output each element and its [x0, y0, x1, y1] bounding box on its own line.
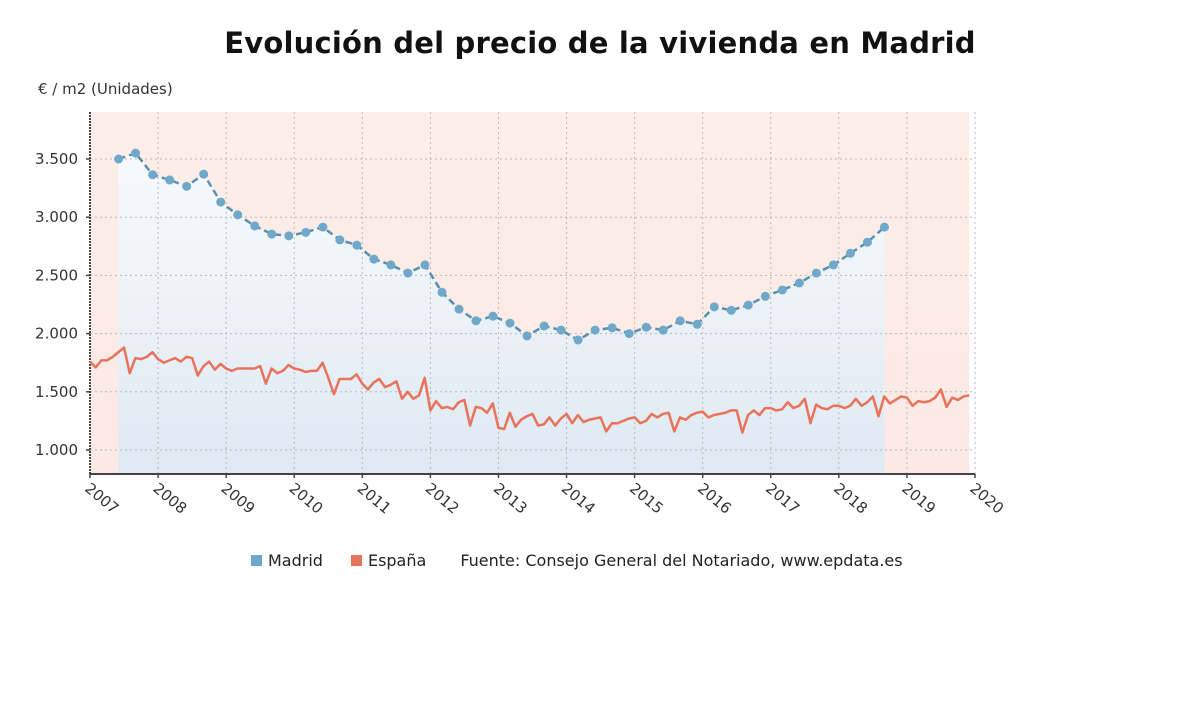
x-tick-label: 2012 [422, 479, 463, 517]
espana-line [89, 346, 970, 434]
x-tick-label: 2019 [898, 479, 939, 517]
madrid-point[interactable] [386, 260, 396, 270]
madrid-point[interactable] [165, 175, 175, 185]
madrid-point[interactable] [471, 316, 481, 326]
madrid-point[interactable] [505, 318, 515, 328]
x-tick-label: 2013 [490, 479, 531, 517]
legend-item-madrid[interactable]: Madrid [251, 551, 323, 570]
source-note: Fuente: Consejo General del Notariado, w… [460, 551, 903, 570]
madrid-point[interactable] [845, 248, 855, 258]
y-tick-label: 3.500 [35, 150, 78, 168]
madrid-point[interactable] [454, 304, 464, 314]
madrid-point[interactable] [709, 302, 719, 312]
madrid-point[interactable] [284, 231, 294, 241]
madrid-point[interactable] [675, 316, 685, 326]
madrid-point[interactable] [369, 254, 379, 264]
y-tick-label: 3.000 [35, 208, 78, 226]
madrid-point[interactable] [743, 300, 753, 310]
madrid-point[interactable] [131, 148, 141, 158]
legend-swatch-espana [350, 555, 362, 566]
madrid-point[interactable] [335, 235, 345, 245]
madrid-point[interactable] [250, 221, 260, 231]
madrid-point[interactable] [811, 268, 821, 278]
x-tick-label: 2020 [966, 479, 1007, 517]
x-tick-label: 2007 [81, 479, 122, 517]
y-tick-label: 1.500 [35, 383, 78, 401]
x-tick-label: 2014 [558, 479, 599, 517]
madrid-point[interactable] [692, 319, 702, 329]
madrid-point[interactable] [301, 227, 311, 237]
madrid-point[interactable] [216, 197, 226, 207]
legend-item-espana[interactable]: España [350, 551, 427, 570]
madrid-point[interactable] [760, 291, 770, 301]
y-tick-label: 2.000 [35, 325, 78, 343]
madrid-point[interactable] [267, 229, 277, 239]
madrid-point[interactable] [182, 181, 192, 191]
madrid-point[interactable] [556, 325, 566, 335]
legend-label-espana: España [367, 551, 427, 570]
madrid-point[interactable] [607, 323, 617, 333]
madrid-point[interactable] [879, 222, 889, 232]
madrid-point[interactable] [777, 285, 787, 295]
madrid-point[interactable] [352, 240, 362, 250]
y-tick-label: 2.500 [35, 266, 78, 284]
madrid-point[interactable] [794, 278, 804, 288]
madrid-point[interactable] [318, 222, 328, 232]
x-tick-label: 2018 [830, 479, 871, 517]
madrid-point[interactable] [403, 268, 413, 278]
x-tick-label: 2015 [626, 479, 667, 517]
madrid-point[interactable] [437, 287, 447, 297]
madrid-line [118, 151, 886, 342]
madrid-point[interactable] [522, 331, 532, 341]
madrid-point[interactable] [233, 210, 243, 220]
madrid-point[interactable] [199, 169, 209, 179]
chart-title: Evolución del precio de la vivienda en M… [224, 26, 976, 60]
madrid-point[interactable] [114, 154, 124, 164]
x-tick-label: 2010 [286, 479, 327, 517]
madrid-point[interactable] [726, 305, 736, 315]
madrid-point[interactable] [590, 325, 600, 335]
legend: Madrid España Fuente: Consejo General de… [251, 551, 903, 570]
madrid-point[interactable] [539, 321, 549, 331]
x-tick-label: 2009 [218, 479, 259, 517]
x-tick-label: 2011 [354, 479, 395, 517]
madrid-point[interactable] [624, 329, 634, 339]
legend-swatch-madrid [251, 555, 262, 566]
madrid-point[interactable] [573, 335, 583, 345]
madrid-point[interactable] [658, 325, 668, 335]
legend-label-madrid: Madrid [268, 551, 323, 570]
madrid-point[interactable] [420, 260, 430, 270]
x-tick-label: 2016 [694, 479, 735, 517]
x-tick-label: 2008 [150, 479, 191, 517]
madrid-point[interactable] [828, 260, 838, 270]
madrid-point[interactable] [862, 237, 872, 247]
madrid-point[interactable] [488, 311, 498, 321]
y-axis-label: € / m2 (Unidades) [38, 80, 173, 98]
y-tick-label: 1.000 [35, 441, 78, 459]
madrid-point[interactable] [148, 170, 158, 180]
madrid-point[interactable] [641, 322, 651, 332]
x-tick-label: 2017 [762, 479, 803, 517]
